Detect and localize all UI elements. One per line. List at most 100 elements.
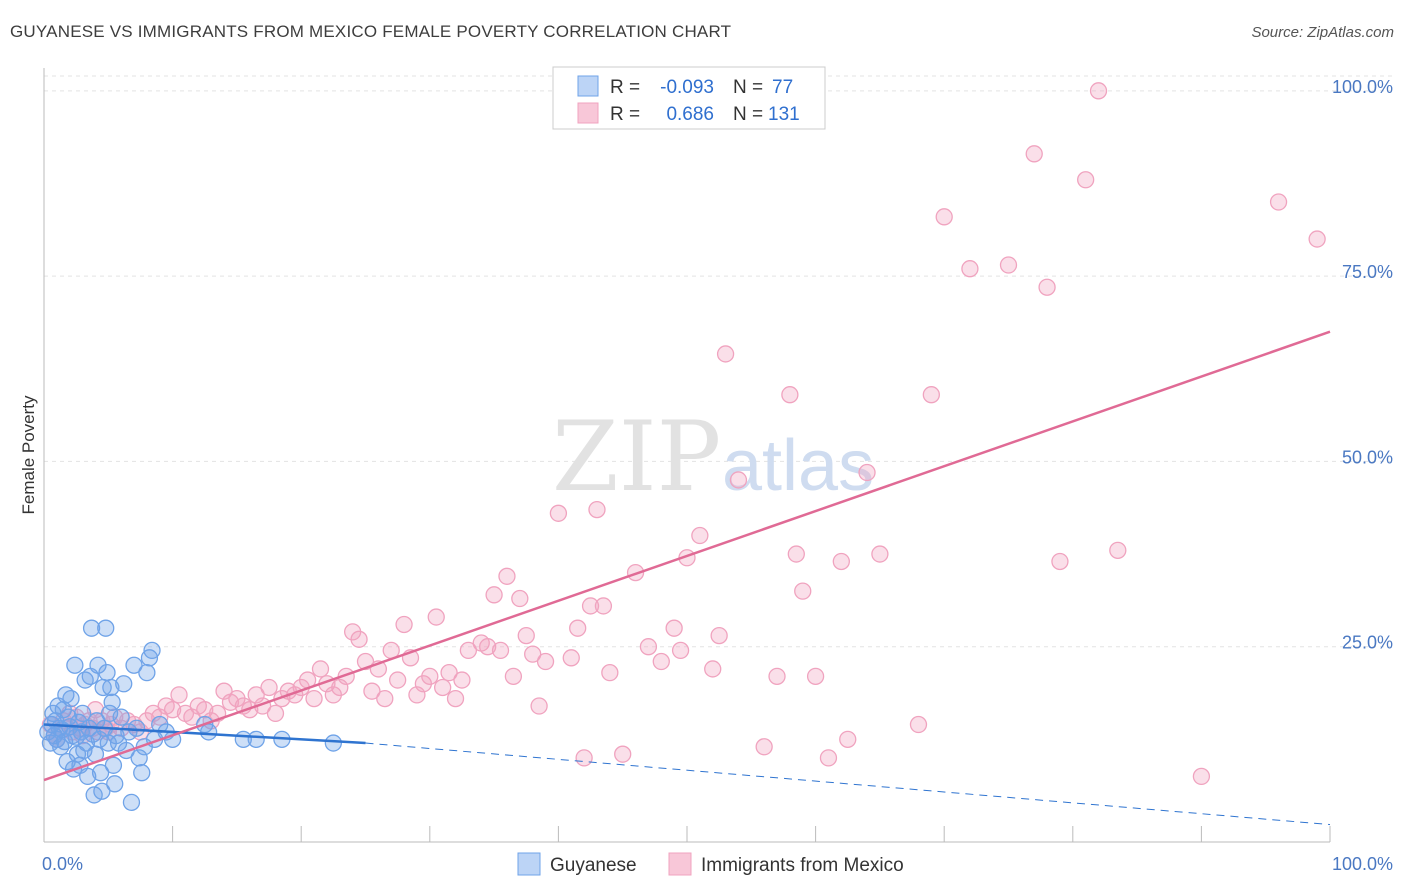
- point-mexico-129: [1192, 767, 1211, 786]
- point-mexico-89: [575, 749, 593, 767]
- point-mexico-106: [755, 738, 773, 756]
- point-guyanese-72: [199, 723, 218, 741]
- watermark-atlas: atlas: [722, 426, 874, 506]
- point-mexico-72: [446, 689, 465, 708]
- point-mexico-74: [459, 641, 478, 660]
- point-guyanese-21: [67, 728, 85, 746]
- legend-n-value-mexico: 131: [768, 104, 800, 125]
- point-mexico-77: [485, 586, 503, 604]
- bottom-legend-swatch-mexico: [668, 852, 692, 876]
- legend-swatch-mexico: [577, 102, 599, 124]
- point-mexico-102: [704, 660, 722, 678]
- y-tick-labels: 25.0% 50.0% 75.0% 100.0%: [1332, 77, 1393, 653]
- point-mexico-73: [453, 671, 471, 689]
- point-mexico-98: [665, 619, 683, 637]
- point-guyanese-74: [247, 730, 265, 749]
- point-guyanese-40: [91, 764, 110, 782]
- y-tick-label-2: 75.0%: [1342, 262, 1393, 282]
- point-mexico-122: [1025, 145, 1043, 163]
- point-mexico-130: [1109, 541, 1127, 560]
- point-mexico-97: [652, 652, 670, 671]
- point-mexico-83: [524, 645, 542, 663]
- point-mexico-68: [421, 667, 439, 686]
- point-mexico-90: [581, 597, 600, 615]
- bottom-legend-swatch-guyanese: [517, 852, 541, 876]
- x-tick-labels: 0.0% 100.0%: [42, 854, 1393, 874]
- point-mexico-101: [691, 526, 709, 545]
- point-mexico-127: [1269, 193, 1288, 211]
- y-axis-title: Female Poverty: [19, 395, 38, 515]
- point-guyanese-44: [97, 619, 115, 637]
- point-guyanese-51: [106, 775, 124, 793]
- point-mexico-121: [999, 256, 1018, 274]
- legend-r-value-mexico: 0.686: [666, 104, 714, 125]
- point-mexico-94: [614, 745, 632, 763]
- point-mexico-115: [858, 463, 876, 482]
- point-guyanese-76: [324, 734, 343, 752]
- watermark-zip: ZIP: [552, 401, 721, 513]
- point-mexico-88: [569, 619, 587, 637]
- points-layer: [39, 82, 1326, 812]
- point-guyanese-58: [122, 793, 141, 812]
- bottom-legend: Guyanese Immigrants from Mexico: [517, 852, 904, 876]
- legend-swatch-guyanese: [577, 75, 599, 97]
- point-mexico-86: [549, 504, 568, 522]
- point-guyanese-26: [73, 704, 92, 723]
- point-mexico-124: [1051, 552, 1069, 571]
- point-mexico-78: [491, 641, 510, 660]
- point-mexico-51: [311, 660, 330, 678]
- x-tick-marks: [172, 826, 1331, 842]
- point-mexico-96: [639, 638, 658, 656]
- point-mexico-93: [601, 663, 619, 682]
- point-mexico-117: [909, 715, 928, 734]
- point-mexico-126: [1089, 82, 1108, 100]
- legend-r-value-guyanese: -0.093: [660, 77, 714, 98]
- point-mexico-112: [819, 749, 838, 767]
- point-mexico-63: [388, 671, 407, 689]
- point-guyanese-62: [133, 764, 151, 782]
- point-guyanese-61: [130, 749, 148, 767]
- trend-line-guyanese-extension: [365, 742, 1331, 826]
- point-mexico-69: [427, 608, 445, 626]
- legend-n-label-guyanese: N =: [733, 77, 763, 98]
- point-mexico-70: [434, 678, 452, 697]
- point-guyanese-33: [82, 619, 101, 637]
- point-guyanese-39: [90, 730, 108, 749]
- point-guyanese-29: [77, 734, 96, 752]
- trend-line-guyanese: [43, 723, 366, 745]
- point-guyanese-59: [125, 656, 143, 674]
- legend-n-value-guyanese: 77: [772, 77, 793, 98]
- point-mexico-84: [530, 697, 548, 715]
- point-guyanese-17: [62, 689, 80, 708]
- point-guyanese-30: [79, 767, 97, 786]
- point-guyanese-60: [127, 719, 146, 737]
- point-mexico-120: [961, 260, 979, 278]
- point-mexico-92: [594, 597, 613, 615]
- x-tick-label-1: 100.0%: [1332, 854, 1393, 874]
- point-mexico-114: [839, 730, 857, 749]
- y-tick-label-1: 50.0%: [1342, 447, 1393, 467]
- point-mexico-103: [710, 626, 728, 645]
- point-mexico-87: [562, 649, 580, 667]
- bottom-legend-label-mexico: Immigrants from Mexico: [701, 855, 904, 876]
- point-mexico-119: [935, 208, 953, 226]
- point-mexico-44: [266, 704, 285, 723]
- point-mexico-28: [163, 701, 182, 719]
- point-mexico-104: [716, 345, 735, 363]
- grid-layer: [44, 75, 1392, 648]
- point-mexico-29: [170, 686, 188, 704]
- y-tick-label-3: 100.0%: [1332, 77, 1393, 97]
- x-tick-label-0: 0.0%: [42, 854, 83, 874]
- point-mexico-80: [504, 667, 523, 686]
- point-mexico-125: [1077, 171, 1095, 189]
- point-mexico-111: [806, 667, 825, 686]
- point-mexico-105: [729, 471, 748, 489]
- point-guyanese-45: [98, 663, 116, 682]
- point-mexico-108: [781, 386, 799, 404]
- point-mexico-85: [536, 652, 555, 671]
- point-mexico-99: [671, 641, 690, 660]
- point-mexico-113: [832, 552, 850, 571]
- point-mexico-79: [498, 567, 516, 585]
- point-guyanese-54: [112, 708, 130, 726]
